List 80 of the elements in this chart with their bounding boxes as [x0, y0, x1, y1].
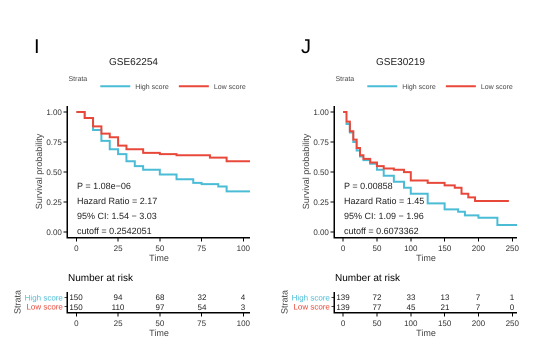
x-tick-label: 150: [438, 319, 452, 328]
data-label: 139: [336, 292, 350, 302]
annotation: 95% CI: 1.54 − 3.03: [77, 211, 157, 221]
x-tick-label: 0: [74, 244, 80, 254]
text: I: [34, 36, 40, 58]
x-tick-label: 100: [404, 319, 418, 328]
x-axis-title: Time: [416, 328, 436, 338]
data-label: 33: [406, 292, 416, 302]
x-tick-label: 0: [74, 319, 80, 328]
data-label: 32: [198, 292, 207, 302]
data-label: 21: [440, 302, 450, 312]
data-label: 150: [69, 302, 84, 312]
data-label: 139: [336, 302, 350, 312]
data-label: 3: [240, 302, 246, 312]
x-tick-label: 0: [340, 319, 346, 328]
x-tick-label: 0: [340, 244, 346, 254]
annotation: Hazard Ratio = 2.17: [77, 196, 158, 206]
x-tick-label: 25: [114, 319, 124, 328]
data-label: 110: [112, 302, 125, 312]
x-tick-label: 150: [438, 244, 452, 254]
chart-title: Number at risk: [68, 273, 134, 284]
x-tick-label: 100: [236, 244, 251, 254]
text: J: [301, 36, 311, 58]
y-tick-label: Low score: [293, 302, 330, 312]
data-label: 7: [476, 292, 481, 302]
y-tick-label: 0.50: [313, 168, 330, 177]
data-label: 77: [372, 302, 382, 312]
x-axis-title: Time: [149, 253, 169, 264]
x-tick-label: 75: [197, 244, 207, 254]
y-axis-title: Survival probability: [300, 133, 311, 210]
y-tick-label: 0.00: [46, 228, 62, 237]
data-label: 54: [198, 302, 207, 312]
data-label: 94: [114, 292, 123, 302]
x-axis-title: Time: [416, 253, 436, 264]
y-tick-label: 0.00: [313, 228, 330, 237]
x-tick-label: 250: [506, 244, 520, 254]
y-tick-label: 1.00: [313, 108, 330, 117]
x-tick-label: 200: [472, 244, 486, 254]
y-tick-label: 0.25: [313, 198, 330, 207]
y-tick-label: 0.75: [46, 138, 62, 147]
x-tick-label: 100: [236, 319, 251, 328]
y-tick-label: High score: [24, 293, 64, 302]
chart-title: GSE30219: [376, 57, 426, 68]
x-tick-label: 100: [404, 244, 418, 254]
x-tick-label: 25: [114, 244, 124, 254]
annotation: P = 1.08e−06: [77, 181, 131, 191]
annotation: Hazard Ratio = 1.45: [344, 196, 424, 206]
data-label: 13: [440, 292, 450, 302]
x-tick-label: 50: [372, 319, 382, 328]
data-label: 0: [510, 302, 515, 312]
x-tick-label: 75: [197, 319, 207, 328]
y-tick-label: 0.50: [46, 168, 62, 177]
annotation: cutoff = 0.2542051: [77, 226, 152, 236]
data-label: 4: [240, 292, 246, 302]
x-tick-label: 50: [155, 319, 165, 328]
y-tick-label: High score: [292, 293, 330, 302]
x-tick-label: 200: [472, 319, 486, 328]
data-label: 1: [510, 292, 515, 302]
x-axis-title: Time: [149, 328, 169, 338]
x-tick-label: 250: [506, 319, 520, 328]
y-axis-title: Survival probability: [34, 133, 44, 210]
annotation: P = 0.00858: [344, 181, 393, 191]
y-tick-label: 0.25: [46, 198, 62, 207]
data-label: 7: [476, 302, 481, 312]
y-tick-label: 1.00: [46, 108, 62, 117]
data-label: 68: [156, 292, 165, 302]
chart-title: GSE62254: [109, 57, 158, 68]
data-label: 97: [156, 302, 165, 312]
y-tick-label: 0.75: [313, 138, 330, 147]
data-label: 72: [372, 292, 382, 302]
y-axis-title: Strata: [279, 290, 290, 314]
annotation: 95% CI: 1.09 − 1.96: [344, 211, 424, 221]
y-axis-title: Strata: [12, 290, 22, 314]
x-tick-label: 50: [372, 244, 382, 254]
x-tick-label: 50: [155, 244, 165, 254]
y-tick-label: Low score: [26, 302, 64, 312]
chart-title: Number at risk: [335, 273, 402, 284]
data-label: 45: [406, 302, 416, 312]
annotation: cutoff = 0.6073362: [344, 226, 419, 236]
data-label: 150: [69, 292, 84, 302]
